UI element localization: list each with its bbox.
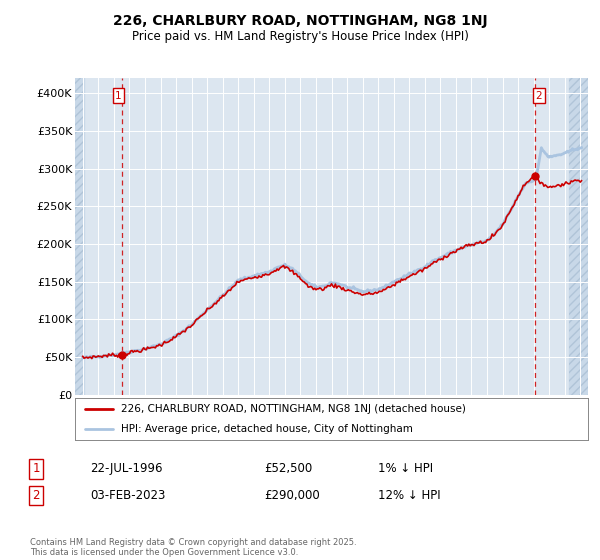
Bar <box>75 78 84 395</box>
Text: 226, CHARLBURY ROAD, NOTTINGHAM, NG8 1NJ (detached house): 226, CHARLBURY ROAD, NOTTINGHAM, NG8 1NJ… <box>121 404 466 414</box>
Bar <box>75 78 84 395</box>
Text: Price paid vs. HM Land Registry's House Price Index (HPI): Price paid vs. HM Land Registry's House … <box>131 30 469 43</box>
Text: Contains HM Land Registry data © Crown copyright and database right 2025.
This d: Contains HM Land Registry data © Crown c… <box>30 538 356 557</box>
Text: £52,500: £52,500 <box>264 462 312 475</box>
Text: 22-JUL-1996: 22-JUL-1996 <box>90 462 163 475</box>
Text: 1: 1 <box>115 91 122 101</box>
Text: 2: 2 <box>32 489 40 502</box>
Bar <box>569 78 588 395</box>
Text: 12% ↓ HPI: 12% ↓ HPI <box>378 489 440 502</box>
Text: 226, CHARLBURY ROAD, NOTTINGHAM, NG8 1NJ: 226, CHARLBURY ROAD, NOTTINGHAM, NG8 1NJ <box>113 14 487 28</box>
Bar <box>569 78 588 395</box>
Text: 03-FEB-2023: 03-FEB-2023 <box>90 489 166 502</box>
Text: 1% ↓ HPI: 1% ↓ HPI <box>378 462 433 475</box>
Text: HPI: Average price, detached house, City of Nottingham: HPI: Average price, detached house, City… <box>121 424 413 434</box>
Text: £290,000: £290,000 <box>264 489 320 502</box>
Text: 1: 1 <box>32 462 40 475</box>
Text: 2: 2 <box>536 91 542 101</box>
